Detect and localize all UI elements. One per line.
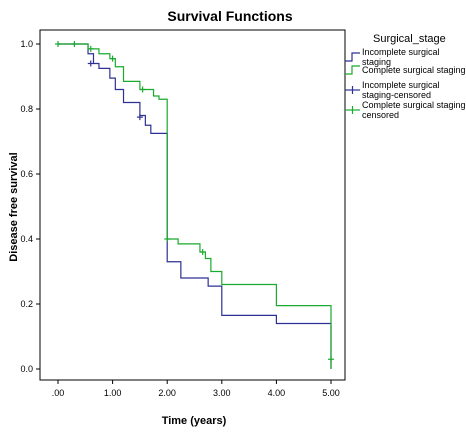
- series-line-complete: [58, 43, 332, 369]
- x-tick-label: .00: [52, 388, 65, 398]
- censor-mark-complete: [164, 236, 171, 242]
- plot-frame: [39, 29, 346, 381]
- series-line-incomplete: [58, 43, 332, 369]
- y-tick-label: 0.6: [20, 169, 33, 179]
- legend-title: Surgical_stage: [373, 33, 446, 45]
- x-tick-label: 3.00: [213, 388, 231, 398]
- x-tick-label: 1.00: [104, 388, 122, 398]
- legend: Surgical_stage Incomplete surgicalstagin…: [345, 33, 466, 120]
- censor-mark-complete: [55, 41, 61, 47]
- y-tick-label: 0.2: [20, 299, 33, 309]
- y-axis-label: Disease free survival: [8, 152, 20, 261]
- censor-mark-complete: [328, 356, 334, 363]
- censor-mark-complete: [199, 249, 206, 255]
- censor-mark-complete: [87, 45, 94, 52]
- y-tick-label: 0.8: [20, 104, 33, 114]
- legend-label: Complete surgical staging-: [362, 100, 466, 110]
- x-tick-label: 2.00: [158, 388, 176, 398]
- legend-label: Complete surgical staging: [362, 65, 466, 75]
- x-tick-label: 5.00: [322, 388, 340, 398]
- legend-label: staging: [362, 57, 391, 67]
- x-axis-label: Time (years): [162, 415, 227, 427]
- censor-mark-incomplete: [87, 60, 94, 67]
- legend-swatch-line: [345, 52, 360, 62]
- y-tick-label: 0.0: [20, 364, 33, 374]
- chart-title: Survival Functions: [167, 8, 292, 24]
- plot-area: 0.0 0.2 0.4 0.6 0.8 1.0 .00 1.00 2.00 3.00 4.00 5.0…: [20, 29, 346, 398]
- legend-entry: Complete surgical staging: [345, 65, 466, 75]
- legend-label: Incomplete surgical: [362, 47, 440, 57]
- legend-label: censored: [362, 110, 399, 120]
- legend-entry: Complete surgical staging-censored: [345, 100, 466, 120]
- legend-label: Incomplete surgical: [362, 80, 440, 90]
- legend-label: staging-censored: [362, 90, 431, 100]
- censor-mark-complete: [139, 86, 146, 93]
- legend-swatch-line: [345, 65, 360, 75]
- x-tick-label: 4.00: [268, 388, 286, 398]
- censor-mark-incomplete: [136, 114, 143, 121]
- censor-mark-complete: [71, 41, 78, 47]
- y-tick-label: 0.4: [20, 234, 33, 244]
- y-tick-label: 1.0: [20, 39, 33, 49]
- censor-mark-complete: [109, 55, 116, 62]
